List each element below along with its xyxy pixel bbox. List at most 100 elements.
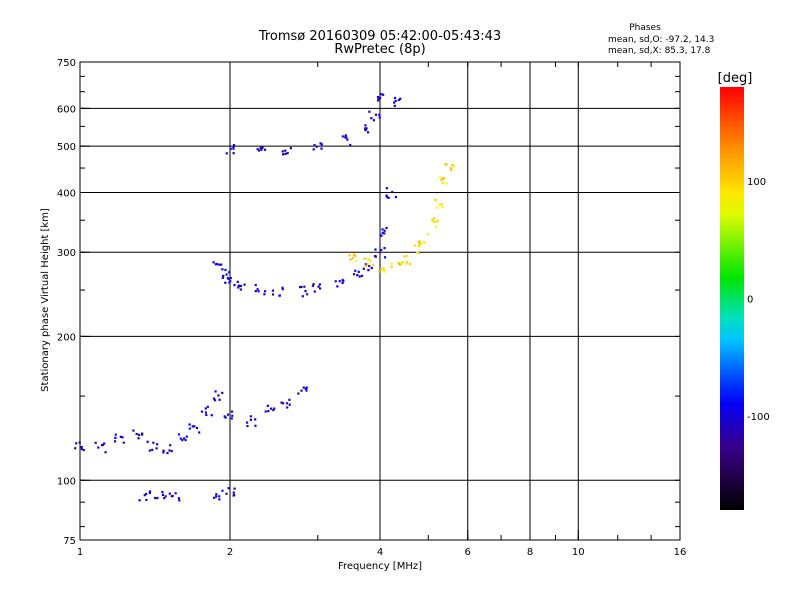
data-point bbox=[104, 451, 107, 454]
data-point bbox=[246, 424, 249, 428]
data-point bbox=[393, 104, 396, 108]
data-point bbox=[368, 264, 371, 268]
data-point bbox=[143, 494, 146, 497]
data-point bbox=[364, 128, 367, 131]
data-point bbox=[376, 96, 380, 99]
data-point bbox=[435, 206, 438, 209]
data-point bbox=[137, 433, 141, 436]
data-point bbox=[261, 146, 264, 149]
data-point bbox=[369, 259, 372, 262]
data-point bbox=[224, 268, 227, 272]
data-point bbox=[320, 147, 323, 150]
data-point bbox=[452, 165, 456, 168]
data-point bbox=[399, 97, 402, 100]
data-point bbox=[119, 435, 122, 438]
data-point bbox=[259, 146, 262, 149]
data-point bbox=[215, 495, 218, 498]
data-point bbox=[225, 273, 228, 276]
data-point bbox=[168, 449, 171, 452]
data-point bbox=[239, 288, 242, 291]
data-point bbox=[213, 399, 217, 402]
data-point bbox=[432, 217, 435, 220]
data-point bbox=[422, 240, 425, 243]
data-point bbox=[146, 440, 149, 443]
data-point bbox=[236, 280, 239, 283]
data-point bbox=[451, 163, 454, 167]
data-point bbox=[441, 206, 444, 209]
data-point bbox=[271, 293, 275, 296]
data-point bbox=[370, 266, 373, 270]
colorbar-tick-label: 100 bbox=[747, 177, 766, 188]
data-point bbox=[372, 119, 375, 122]
data-point bbox=[221, 489, 224, 492]
data-point bbox=[382, 267, 385, 270]
data-point bbox=[397, 98, 401, 102]
y-tick-label: 500 bbox=[57, 142, 76, 153]
data-point bbox=[233, 493, 236, 496]
data-point bbox=[405, 261, 408, 264]
x-tick-label: 16 bbox=[674, 547, 687, 558]
data-point bbox=[392, 101, 396, 104]
data-point bbox=[148, 491, 151, 495]
data-point bbox=[434, 199, 438, 202]
data-point bbox=[267, 409, 270, 413]
data-point bbox=[390, 262, 393, 265]
data-point bbox=[206, 405, 209, 408]
data-point bbox=[103, 442, 106, 445]
data-point bbox=[313, 144, 316, 147]
data-point bbox=[303, 285, 306, 288]
data-point bbox=[336, 285, 339, 288]
data-point bbox=[256, 288, 259, 291]
data-point bbox=[352, 253, 355, 256]
data-point bbox=[286, 406, 289, 409]
data-point bbox=[371, 264, 375, 267]
data-point bbox=[278, 294, 281, 297]
data-point bbox=[383, 229, 386, 232]
data-point bbox=[232, 147, 235, 150]
data-point bbox=[394, 195, 398, 199]
data-point bbox=[249, 415, 252, 418]
data-point bbox=[221, 391, 224, 395]
data-point bbox=[397, 263, 401, 266]
data-point bbox=[263, 290, 267, 293]
data-point bbox=[403, 255, 406, 258]
data-point bbox=[224, 281, 227, 284]
data-point bbox=[82, 448, 85, 452]
data-point bbox=[300, 285, 303, 289]
data-point bbox=[156, 496, 159, 500]
data-point bbox=[177, 433, 181, 436]
data-point bbox=[401, 261, 404, 264]
data-point bbox=[263, 293, 266, 296]
data-point bbox=[132, 429, 135, 432]
data-point bbox=[122, 441, 125, 444]
data-point bbox=[281, 288, 284, 291]
data-point bbox=[215, 493, 218, 496]
data-point bbox=[370, 117, 373, 120]
data-point bbox=[243, 283, 246, 286]
data-point bbox=[304, 290, 307, 293]
data-point bbox=[163, 496, 166, 500]
data-point bbox=[317, 285, 320, 288]
data-point bbox=[245, 421, 249, 424]
data-point bbox=[418, 240, 421, 243]
data-point bbox=[405, 262, 408, 265]
data-point bbox=[379, 96, 382, 99]
data-point bbox=[80, 447, 83, 451]
data-point bbox=[138, 499, 141, 502]
data-point bbox=[352, 273, 356, 276]
data-points bbox=[74, 93, 456, 502]
data-point bbox=[204, 411, 207, 414]
data-point bbox=[222, 274, 225, 278]
x-tick-label: 2 bbox=[227, 547, 233, 558]
data-point bbox=[312, 283, 315, 286]
data-point bbox=[181, 438, 184, 442]
data-point bbox=[166, 451, 169, 455]
data-point bbox=[218, 263, 221, 266]
data-point bbox=[338, 280, 341, 283]
data-point bbox=[218, 398, 221, 401]
data-point bbox=[355, 259, 358, 262]
y-tick-label: 600 bbox=[57, 104, 76, 115]
data-point bbox=[438, 203, 441, 206]
data-point bbox=[221, 268, 224, 271]
data-point bbox=[304, 387, 307, 390]
